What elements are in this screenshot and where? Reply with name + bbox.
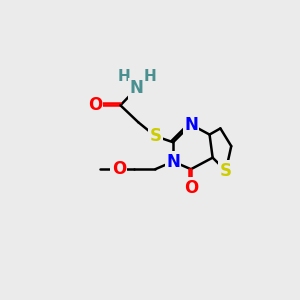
- Text: O: O: [184, 179, 198, 197]
- Text: H: H: [118, 68, 131, 83]
- Text: O: O: [112, 160, 126, 178]
- Text: N: N: [130, 80, 144, 98]
- Text: N: N: [184, 116, 198, 134]
- Text: H: H: [143, 68, 156, 83]
- Text: N: N: [166, 152, 180, 170]
- Text: S: S: [149, 127, 161, 145]
- Text: S: S: [220, 162, 232, 180]
- Text: O: O: [88, 96, 102, 114]
